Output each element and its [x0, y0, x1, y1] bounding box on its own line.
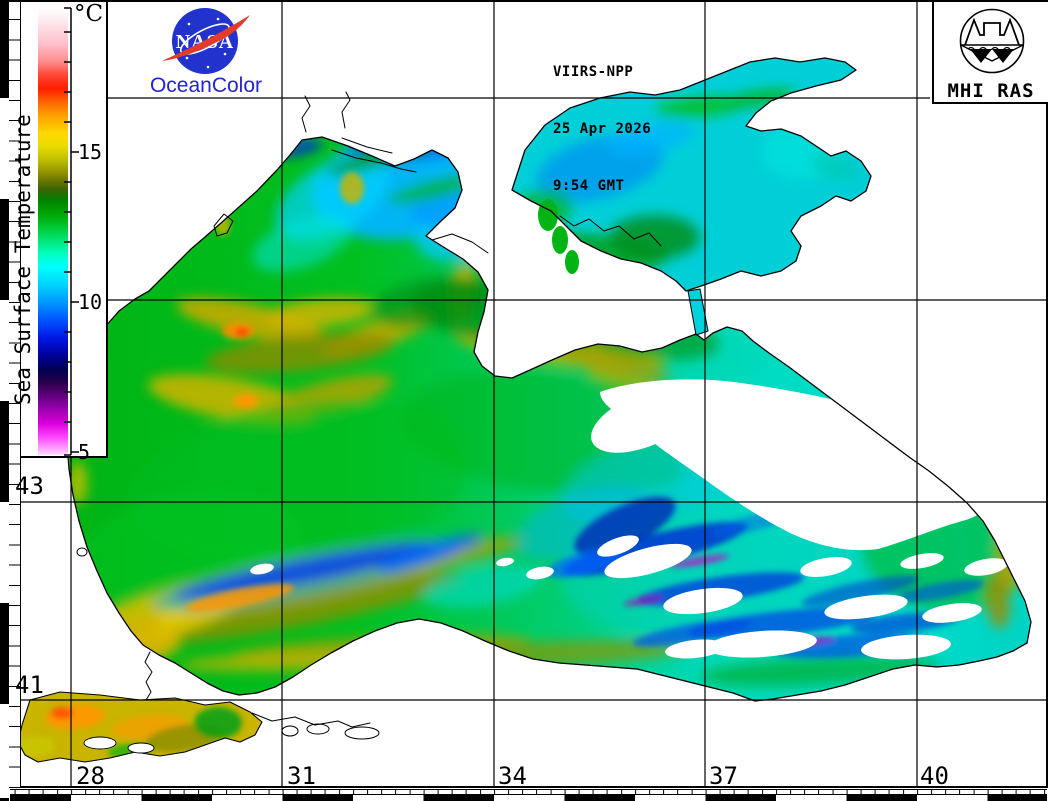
colorbar-tick-5: 5 — [78, 440, 91, 464]
cloud-no-data-patches — [250, 379, 1020, 660]
lat-label-43: 43 — [15, 472, 44, 500]
colorbar-tick-10: 10 — [78, 290, 103, 314]
nasa-logo-icon: NASA — [162, 8, 250, 74]
lon-label-34: 34 — [498, 762, 527, 790]
legend-title: Sea Surface Temperature — [11, 114, 35, 405]
latitude-minute-ruler — [9, 0, 20, 790]
graticule-gridlines — [21, 2, 1046, 787]
lon-label-40: 40 — [920, 762, 949, 790]
mhi-ras-logo-icon — [959, 8, 1025, 74]
longitude-minute-ruler — [10, 789, 1047, 795]
sst-colorbar-gradient — [38, 8, 68, 455]
lon-label-37: 37 — [709, 762, 738, 790]
mhi-ras-logo-box: MHI RAS — [932, 2, 1048, 104]
colorbar-unit-label: °C — [74, 1, 104, 27]
acquisition-info: VIIRS-NPP 25 Apr 2026 9:54 GMT — [553, 25, 651, 234]
sst-colorbar-legend: 15 10 5 °C — [21, 1, 108, 463]
colorbar-tick-15: 15 — [78, 140, 103, 164]
lat-label-41: 41 — [15, 671, 44, 699]
map-frame — [19, 0, 1048, 788]
latitude-degree-ruler — [0, 0, 9, 801]
oceancolor-wordmark: OceanColor — [149, 74, 263, 97]
mhi-ras-wordmark: MHI RAS — [947, 80, 1035, 102]
longitude-degree-ruler — [10, 795, 1047, 801]
acquisition-time: 9:54 GMT — [553, 178, 625, 194]
lon-label-28: 28 — [76, 762, 105, 790]
lon-label-31: 31 — [287, 762, 316, 790]
colorbar-axis — [64, 7, 79, 456]
acquisition-date: 25 Apr 2026 — [553, 121, 652, 137]
satellite-name: VIIRS-NPP — [553, 64, 634, 80]
marmara-temperature-field — [18, 704, 242, 760]
